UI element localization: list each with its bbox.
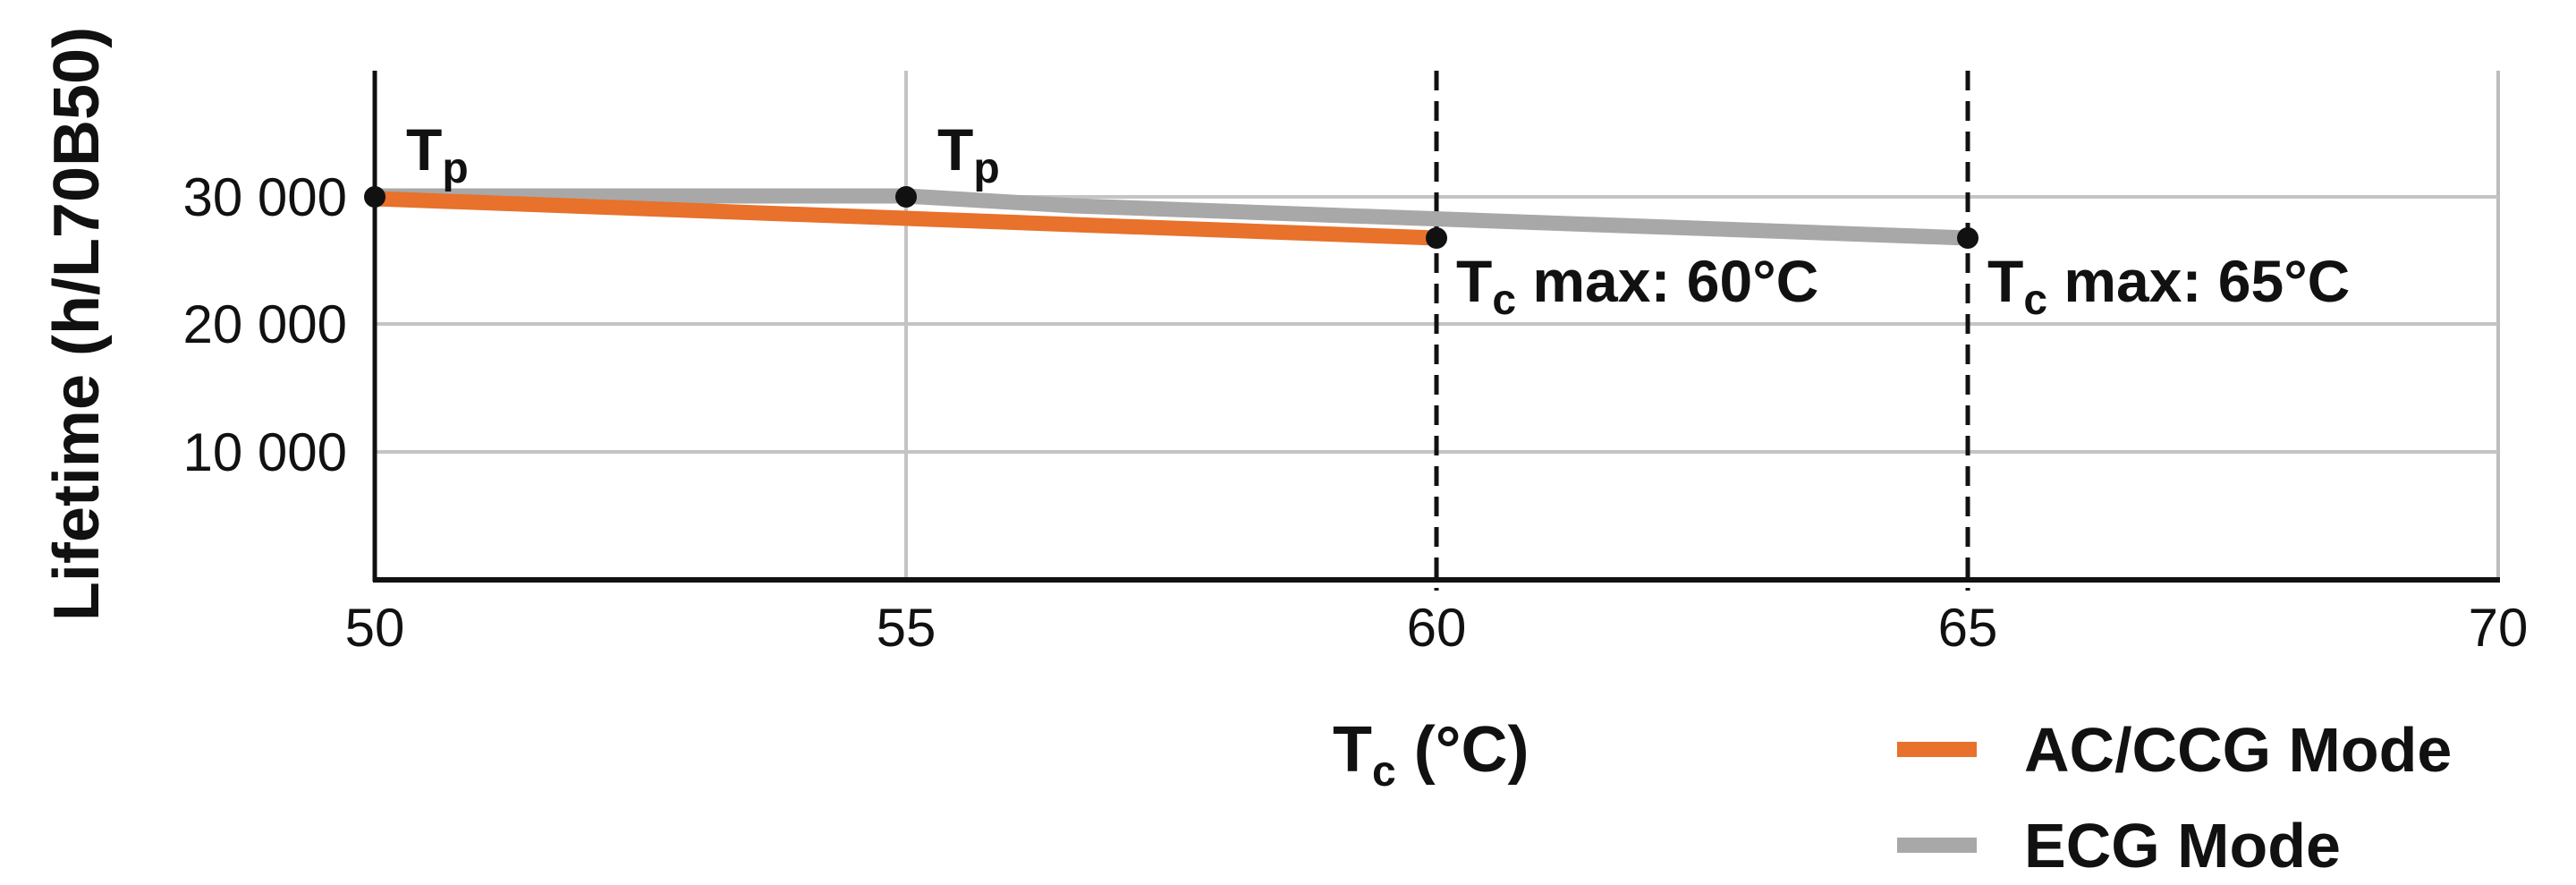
x-axis-title-sub: c xyxy=(1372,748,1396,796)
legend: AC/CCG Mode ECG Mode xyxy=(1897,715,2452,881)
x-axis-title: Tc (°C) xyxy=(1333,714,1529,796)
annotation-tcmax-60-sub: c xyxy=(1492,277,1516,324)
data-markers xyxy=(364,186,1979,249)
marker-tcmax-60 xyxy=(1426,227,1447,249)
x-axis-title-rest: (°C) xyxy=(1396,714,1530,786)
annotation-tcmax-60: Tc max: 60°C xyxy=(1456,248,1818,324)
annotation-tcmax-65-text: max: 65°C xyxy=(2047,248,2350,314)
legend-swatch-ecg xyxy=(1897,838,1977,853)
marker-tp-55 xyxy=(895,186,917,208)
series-ac-ccg-mode-line xyxy=(374,191,1437,246)
y-tick-20000: 20 000 xyxy=(182,294,347,354)
marker-tcmax-65 xyxy=(1957,227,1979,249)
annotation-tp-55: Tp xyxy=(937,116,1000,192)
y-axis-title: Lifetime (h/L70B50) xyxy=(41,27,113,621)
x-tick-70: 70 xyxy=(2469,598,2529,658)
y-tick-10000: 10 000 xyxy=(182,422,347,482)
legend-label-ac-ccg: AC/CCG Mode xyxy=(2024,715,2452,785)
legend-label-ecg: ECG Mode xyxy=(2024,811,2341,881)
x-tick-65: 65 xyxy=(1938,598,1998,658)
x-tick-50: 50 xyxy=(345,598,405,658)
tc-max-dashed-lines xyxy=(1434,71,1970,591)
x-axis-title-main: T xyxy=(1333,714,1372,786)
x-tick-labels: 50 55 60 65 70 xyxy=(345,598,2529,658)
annotation-tp-55-sub: p xyxy=(973,145,999,192)
annotation-tcmax-60-main: T xyxy=(1456,248,1492,314)
x-tick-60: 60 xyxy=(1407,598,1467,658)
annotation-tcmax-65-main: T xyxy=(1987,248,2023,314)
annotation-tcmax-65: Tc max: 65°C xyxy=(1987,248,2350,324)
series-ecg-mode-line xyxy=(375,188,1969,246)
y-tick-30000: 30 000 xyxy=(182,167,347,227)
annotation-tp-50: Tp xyxy=(406,116,469,192)
marker-tp-50 xyxy=(364,186,386,208)
annotation-tp-55-main: T xyxy=(937,116,973,183)
x-tick-55: 55 xyxy=(877,598,936,658)
y-tick-labels: 30 000 20 000 10 000 xyxy=(182,167,347,482)
annotation-tp-50-main: T xyxy=(406,116,442,183)
annotation-tcmax-60-text: max: 60°C xyxy=(1516,248,1818,314)
legend-swatch-ac-ccg xyxy=(1897,742,1977,757)
annotation-tcmax-65-sub: c xyxy=(2023,277,2047,324)
annotation-tp-50-sub: p xyxy=(442,145,468,192)
